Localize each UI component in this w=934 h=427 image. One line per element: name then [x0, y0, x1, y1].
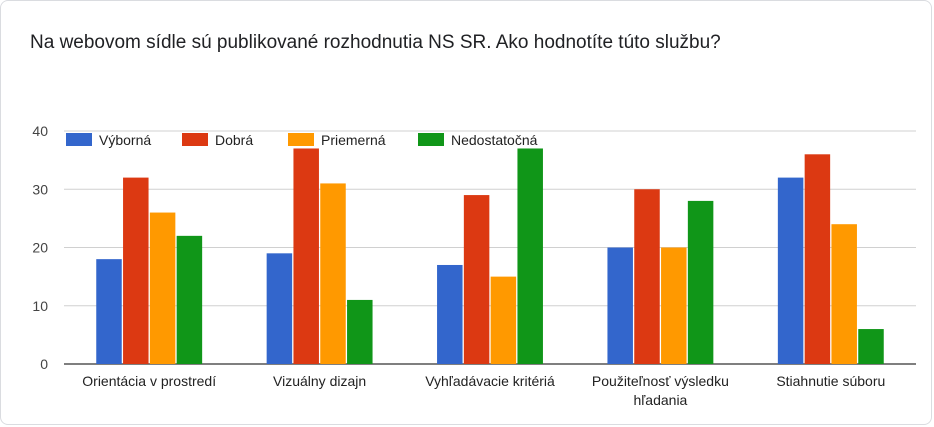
- x-axis: Orientácia v prostredí Vizuálny dizajn Vyh…: [82, 373, 885, 408]
- bar: [634, 189, 660, 364]
- bar: [517, 148, 543, 364]
- legend-swatch: [288, 133, 314, 146]
- y-tick-label: 0: [40, 356, 48, 372]
- gridlines: [64, 130, 916, 365]
- x-tick-label: Vizuálny dizajn: [273, 373, 366, 389]
- y-axis: 0 10 20 30 40: [32, 123, 48, 372]
- legend-swatch: [418, 133, 444, 146]
- legend-swatch: [66, 133, 92, 146]
- y-tick-label: 30: [32, 181, 48, 197]
- bar: [96, 259, 122, 364]
- chart-title: Na webovom sídle sú publikované rozhodnu…: [30, 32, 721, 53]
- bar: [490, 276, 517, 364]
- bars: [96, 148, 884, 364]
- bar: [831, 224, 857, 364]
- legend-label: Nedostatočná: [451, 132, 538, 148]
- y-tick-label: 40: [32, 123, 48, 139]
- y-tick-label: 20: [32, 240, 48, 256]
- bar: [777, 177, 804, 364]
- legend-swatch: [182, 133, 208, 146]
- legend: Výborná Dobrá Priemerná Nedostatočná: [66, 132, 538, 148]
- bar: [293, 148, 319, 364]
- bar: [320, 183, 346, 364]
- legend-label: Priemerná: [321, 132, 386, 148]
- bar: [123, 177, 149, 364]
- bar: [607, 247, 633, 364]
- bar: [437, 264, 463, 364]
- bar: [858, 329, 884, 364]
- bar: [176, 235, 203, 364]
- bar: [661, 247, 687, 364]
- bar: [347, 299, 373, 364]
- x-tick-label: Použiteľnosť výsledku: [592, 373, 729, 389]
- y-tick-label: 10: [32, 298, 48, 314]
- bar: [687, 200, 714, 364]
- bar: [463, 195, 490, 364]
- legend-label: Dobrá: [215, 132, 253, 148]
- legend-label: Výborná: [99, 132, 151, 148]
- x-tick-label: Vyhľadávacie kritériá: [425, 373, 555, 389]
- bar: [266, 253, 293, 364]
- x-tick-label: Stiahnutie súboru: [776, 373, 885, 389]
- x-tick-label: hľadania: [633, 392, 687, 408]
- bar: [149, 212, 176, 364]
- bar: [804, 154, 831, 364]
- x-tick-label: Orientácia v prostredí: [82, 373, 216, 389]
